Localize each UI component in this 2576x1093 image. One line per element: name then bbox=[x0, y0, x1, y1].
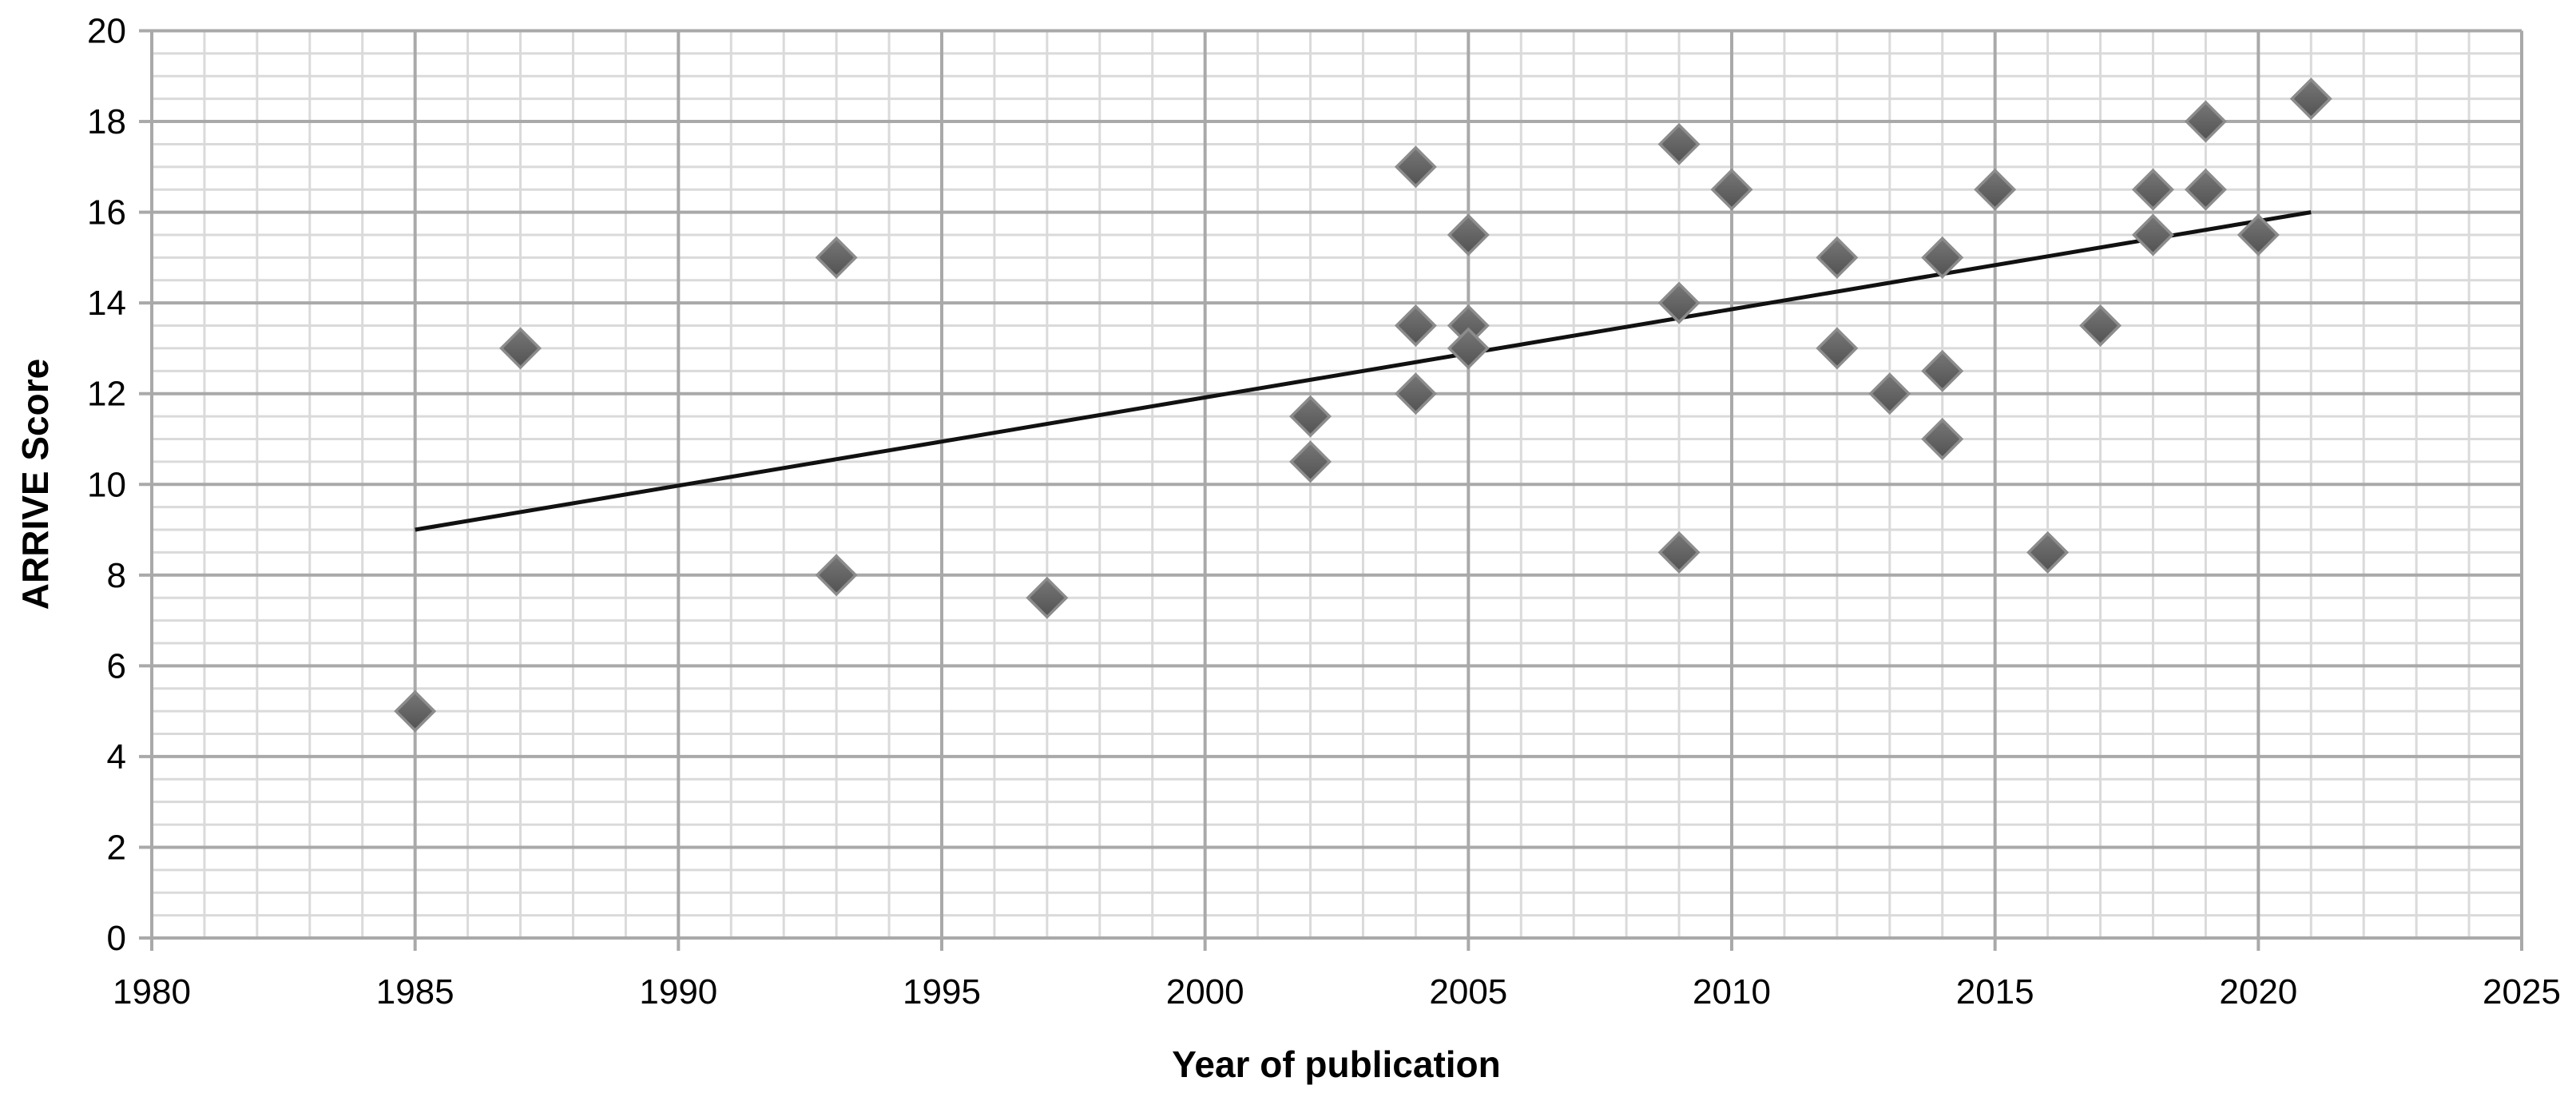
x-axis-title: Year of publication bbox=[1172, 1043, 1501, 1085]
x-axis-tick-label: 2005 bbox=[1429, 972, 1507, 1012]
x-axis-tick-label: 2015 bbox=[1956, 972, 2034, 1012]
data-point-diamond bbox=[1921, 418, 1964, 460]
x-axis-tick-label: 2010 bbox=[1693, 972, 1771, 1012]
x-axis-tick-label: 2025 bbox=[2483, 972, 2561, 1012]
data-point-diamond bbox=[394, 690, 437, 733]
data-point-diamond bbox=[1289, 440, 1332, 483]
y-axis-tick-label: 2 bbox=[107, 828, 126, 867]
x-axis-tick-label: 1980 bbox=[113, 972, 191, 1012]
y-axis-tick-label: 0 bbox=[107, 919, 126, 958]
data-point-diamond bbox=[1657, 122, 1701, 165]
data-point-diamond bbox=[1710, 168, 1753, 211]
data-point-diamond bbox=[499, 327, 542, 370]
x-axis-tick-label: 1985 bbox=[376, 972, 454, 1012]
y-axis-tick-label: 14 bbox=[87, 284, 126, 323]
data-point-diamond bbox=[815, 236, 858, 279]
data-point-diamond bbox=[1447, 327, 1490, 370]
trend-line bbox=[415, 210, 2312, 532]
data-point-diamond bbox=[1657, 281, 1701, 324]
data-point-diamond bbox=[2184, 100, 2227, 143]
y-axis-title: ARRIVE Score bbox=[14, 358, 56, 610]
y-axis-tick-label: 18 bbox=[87, 102, 126, 141]
data-point-diamond bbox=[1289, 395, 1332, 438]
x-axis-tick-label: 2000 bbox=[1166, 972, 1244, 1012]
data-point-diamond bbox=[1394, 372, 1437, 415]
data-point-diamond bbox=[1816, 327, 1859, 370]
data-point-diamond bbox=[1816, 236, 1859, 279]
data-point-diamond bbox=[1921, 349, 1964, 392]
data-point-diamond bbox=[2079, 304, 2122, 348]
data-point-diamond bbox=[1921, 236, 1964, 279]
y-axis-tick-label: 12 bbox=[87, 375, 126, 414]
data-point-diamond bbox=[1657, 531, 1701, 574]
data-point-diamond bbox=[2131, 213, 2174, 256]
x-axis-tick-label: 1995 bbox=[903, 972, 981, 1012]
data-point-diamond bbox=[1447, 213, 1490, 256]
data-point-diamond bbox=[2289, 78, 2332, 121]
data-point-diamond bbox=[1394, 304, 1437, 348]
data-point-diamond bbox=[2026, 531, 2070, 574]
data-point-diamond bbox=[815, 554, 858, 597]
data-point-diamond bbox=[1868, 372, 1911, 415]
data-point-diamond bbox=[2184, 168, 2227, 211]
y-axis-tick-label: 10 bbox=[87, 465, 126, 504]
y-axis-tick-label: 20 bbox=[87, 12, 126, 51]
data-point-diamond bbox=[1026, 576, 1069, 619]
y-axis-tick-label: 6 bbox=[107, 646, 126, 686]
y-axis-tick-label: 16 bbox=[87, 193, 126, 233]
x-axis-tick-label: 2020 bbox=[2219, 972, 2297, 1012]
data-point-diamond bbox=[2237, 213, 2280, 256]
y-axis-tick-label: 4 bbox=[107, 737, 126, 777]
x-axis-tick-label: 1990 bbox=[639, 972, 717, 1012]
data-point-diamond bbox=[2131, 168, 2174, 211]
data-point-diamond bbox=[1394, 145, 1437, 189]
y-axis-tick-label: 8 bbox=[107, 556, 126, 595]
data-point-diamond bbox=[1974, 168, 2017, 211]
